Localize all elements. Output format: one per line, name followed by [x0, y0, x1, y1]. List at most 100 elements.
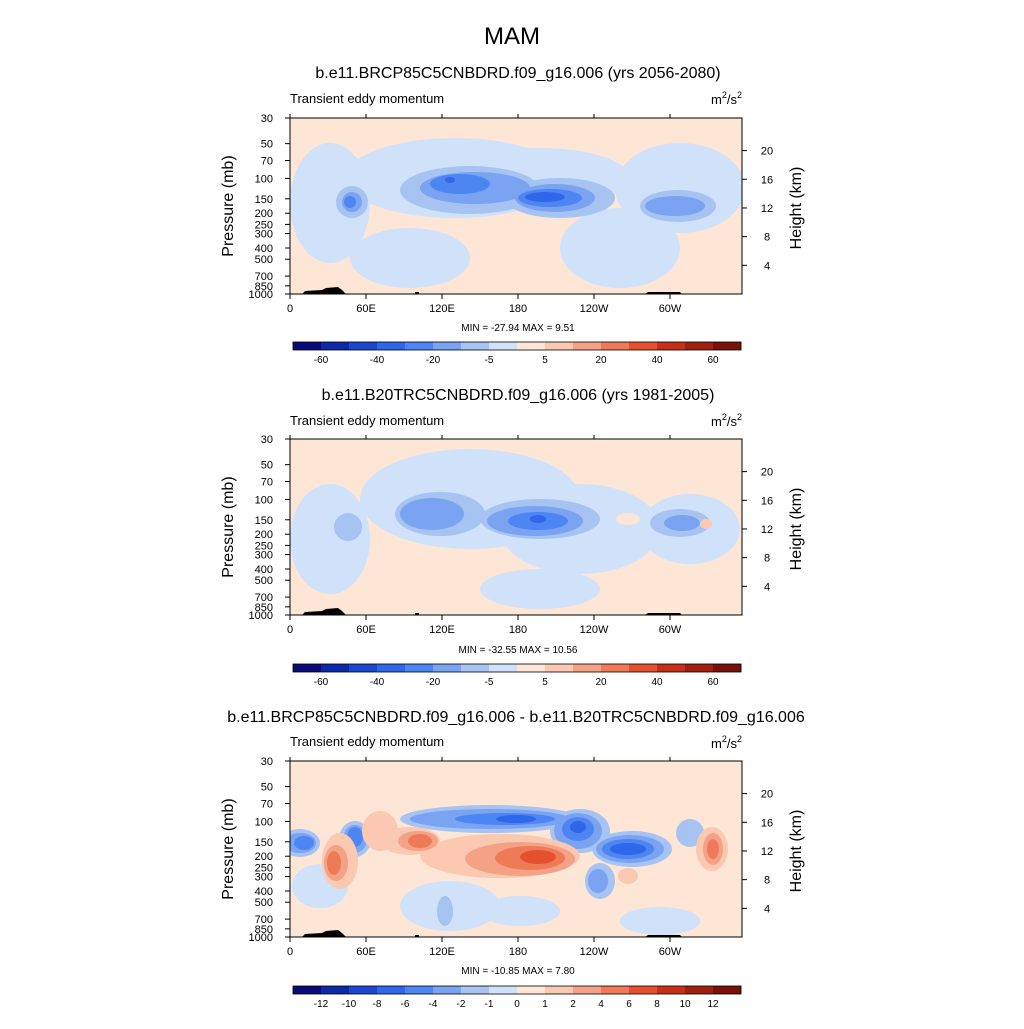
colorbar-label: -1 [485, 999, 494, 1010]
height-tick-label: 20 [761, 467, 773, 479]
y-tick-label: 700 [255, 914, 273, 926]
colorbar-swatch [573, 664, 602, 672]
contour-region [445, 177, 455, 183]
height-tick-label: 4 [764, 581, 770, 593]
colorbar: -60 -40 -20 -5 5 20 40 60 [292, 341, 742, 366]
contour-region [400, 498, 464, 530]
colorbar-label: -5 [485, 355, 494, 366]
y-tick-label: 150 [255, 515, 273, 527]
plot-field [290, 439, 742, 615]
y-tick-label: 150 [255, 837, 273, 849]
contour-layer [290, 118, 742, 294]
x-tick-label: 120E [429, 303, 455, 315]
colorbar-swatch [685, 664, 714, 672]
colorbar-swatch [349, 342, 378, 350]
y-tick-label: 400 [255, 243, 273, 255]
colorbar-label: 5 [542, 355, 548, 366]
colorbar-swatch [601, 342, 630, 350]
colorbar-swatch [461, 664, 490, 672]
colorbar-swatch [713, 986, 742, 994]
colorbar-swatch [293, 664, 322, 672]
y-tick-label: 300 [255, 550, 273, 562]
colorbar-swatch [629, 664, 658, 672]
colorbar-swatch [321, 986, 350, 994]
contour-region [618, 868, 638, 884]
plot-field [290, 118, 742, 294]
panel-stats: MIN = -10.85 MAX = 7.80 [461, 966, 575, 977]
y-tick-label: 30 [261, 113, 273, 125]
colorbar-swatch [349, 664, 378, 672]
y-tick-label: 700 [255, 271, 273, 283]
y-tick-label: 70 [261, 156, 273, 168]
terrain-island [415, 613, 419, 615]
x-tick-label: 0 [287, 303, 293, 315]
panel-units: m2/s2 [711, 734, 742, 751]
plot-frame [289, 760, 743, 938]
y2-axis-label: Height (km) [788, 488, 805, 571]
y-tick-label: 850 [255, 602, 273, 614]
y-tick-label: 300 [255, 872, 273, 884]
colorbar: -60 -40 -20 -5 5 20 40 60 [292, 663, 742, 688]
y-tick-label: 850 [255, 924, 273, 936]
y-tick-label: 250 [255, 862, 273, 874]
contour-region [350, 228, 470, 288]
y-tick-label: 700 [255, 592, 273, 604]
y-tick-label: 1000 [249, 610, 273, 622]
y-tick-label: 250 [255, 540, 273, 552]
contour-region [294, 836, 314, 850]
colorbar-swatch [685, 986, 714, 994]
contour-region [344, 196, 356, 208]
contour-region [645, 196, 705, 216]
colorbar-swatch [321, 342, 350, 350]
colorbar-swatch [293, 986, 322, 994]
contour-region [700, 519, 712, 529]
colorbar-swatch [377, 986, 406, 994]
terrain-africa [302, 287, 346, 294]
colorbar-swatch [629, 986, 658, 994]
colorbar-swatch [405, 986, 434, 994]
colorbar-swatch [433, 986, 462, 994]
colorbar-frame [292, 341, 742, 351]
colorbar-swatch [489, 986, 518, 994]
contour-region [430, 174, 490, 194]
colorbar-swatch [545, 664, 574, 672]
x-tick-label: 180 [509, 946, 527, 958]
height-tick-label: 8 [764, 875, 770, 887]
colorbar-label: -10 [342, 999, 357, 1010]
colorbar-swatch [545, 986, 574, 994]
contour-region [437, 896, 453, 926]
height-tick-label: 4 [764, 260, 770, 272]
colorbar-swatch [517, 664, 546, 672]
panel-units: m2/s2 [711, 90, 742, 107]
contour-region [676, 819, 704, 847]
colorbar-swatch [461, 986, 490, 994]
colorbar-label: -5 [485, 677, 494, 688]
colorbar-swatch [601, 986, 630, 994]
colorbar-swatch [601, 664, 630, 672]
colorbar-swatch [461, 342, 490, 350]
colorbar-swatch [573, 342, 602, 350]
contour-region [334, 513, 362, 541]
panel-stats: MIN = -27.94 MAX = 9.51 [461, 323, 575, 334]
panel-left-label: Transient eddy momentum [290, 413, 444, 428]
plot-frame [289, 117, 743, 295]
panel-2: b.e11.B20TRC5CNBDRD.f09_g16.006 (yrs 198… [220, 387, 805, 688]
panel-title: b.e11.BRCP85C5CNBDRD.f09_g16.006 (yrs 20… [315, 65, 720, 82]
colorbar-swatch [433, 664, 462, 672]
height-tick-label: 8 [764, 232, 770, 244]
colorbar-swatch [405, 664, 434, 672]
colorbar-label: -20 [426, 677, 441, 688]
colorbar-swatch [685, 342, 714, 350]
y-tick-label: 850 [255, 281, 273, 293]
colorbar-label: 6 [626, 999, 632, 1010]
x-tick-label: 60W [659, 624, 682, 636]
colorbar-swatch [713, 664, 742, 672]
colorbar-swatch [489, 664, 518, 672]
colorbar-label: -40 [370, 355, 385, 366]
y-tick-label: 30 [261, 756, 273, 768]
y-tick-label: 400 [255, 564, 273, 576]
x-tick-label: 60E [356, 303, 376, 315]
height-tick-label: 20 [761, 146, 773, 158]
